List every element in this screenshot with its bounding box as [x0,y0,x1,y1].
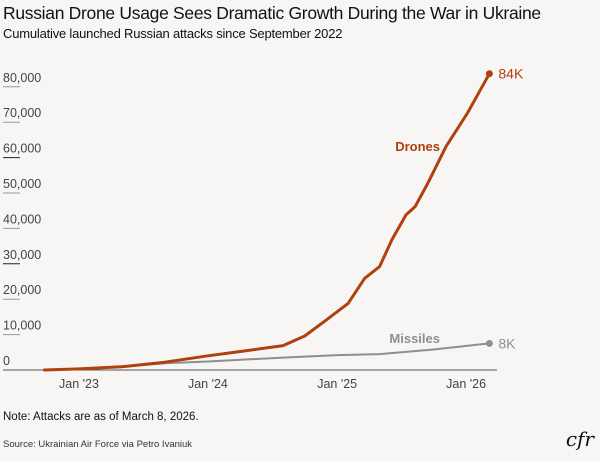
x-tick-label: Jan '23 [59,377,99,391]
line-chart: 0 10,000 20,000 30,000 40,000 50,000 60,000 70,… [3,66,524,391]
series-line-drones [42,72,491,372]
y-tick-label: 10,000 [3,319,41,333]
y-tick-label: 70,000 [3,106,41,120]
series-label-missiles: Missiles [389,331,440,346]
series-label-drones: Drones [395,139,440,154]
x-tick-label: Jan '25 [317,377,357,391]
chart-title: Russian Drone Usage Sees Dramatic Growth… [3,3,541,23]
y-tick-label: 80,000 [3,71,41,85]
end-point-drones [485,70,493,78]
y-tick-label: 40,000 [3,212,41,226]
y-tick-label: 0 [3,354,10,368]
y-tick-label: 20,000 [3,283,41,297]
y-tick-label: 50,000 [3,177,41,191]
end-point-missiles [485,339,493,347]
x-tick-label: Jan '24 [188,377,228,391]
end-label-missiles: 8K [498,335,516,351]
chart-note: Note: Attacks are as of March 8, 2026. [3,411,199,423]
y-tick-label: 30,000 [3,248,41,262]
chart-subtitle: Cumulative launched Russian attacks sinc… [3,26,343,41]
x-tick-label: Jan '26 [446,377,486,391]
y-tick-label: 60,000 [3,142,41,156]
end-label-drones: 84K [498,66,524,82]
chart-source: Source: Ukrainian Air Force via Petro Iv… [3,439,193,450]
cfr-logo: cfr [565,427,594,451]
